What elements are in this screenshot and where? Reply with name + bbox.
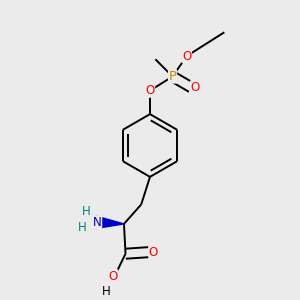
Text: O: O bbox=[149, 246, 158, 259]
Text: P: P bbox=[169, 70, 177, 83]
Text: H: H bbox=[82, 205, 91, 218]
Text: O: O bbox=[182, 50, 191, 63]
Text: O: O bbox=[108, 270, 118, 283]
Text: H: H bbox=[102, 286, 111, 298]
Polygon shape bbox=[95, 216, 124, 229]
Text: N: N bbox=[93, 216, 102, 229]
Text: O: O bbox=[146, 84, 154, 97]
Text: O: O bbox=[190, 81, 200, 94]
Text: H: H bbox=[78, 220, 87, 233]
